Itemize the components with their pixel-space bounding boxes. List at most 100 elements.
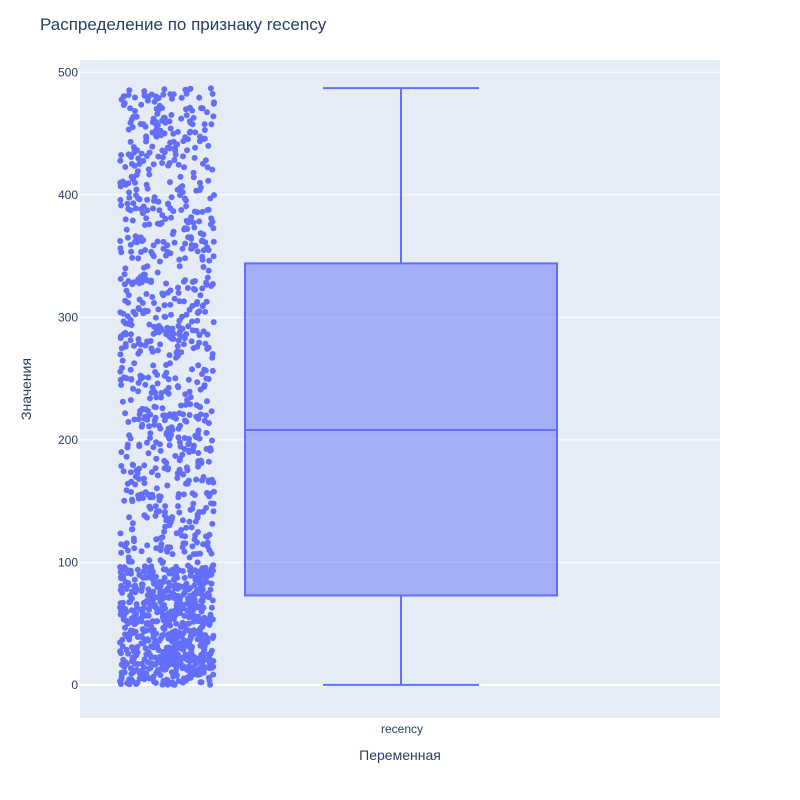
data-point <box>154 347 161 354</box>
data-point <box>204 543 211 550</box>
data-point <box>117 368 124 375</box>
data-point <box>132 94 138 101</box>
data-point <box>196 568 203 575</box>
data-point <box>126 632 133 639</box>
data-point <box>163 369 170 376</box>
data-point <box>131 108 138 114</box>
data-point <box>127 138 134 145</box>
data-point <box>208 215 215 222</box>
data-point <box>172 147 179 154</box>
data-point <box>149 294 156 300</box>
y-tick-label: 200 <box>58 433 78 447</box>
data-point <box>125 299 132 306</box>
data-point <box>150 242 157 249</box>
data-point <box>172 452 179 459</box>
data-point <box>183 106 189 113</box>
data-point <box>167 125 174 132</box>
data-point <box>124 313 131 320</box>
data-point <box>183 112 190 119</box>
data-point <box>158 394 164 401</box>
data-point <box>199 285 206 292</box>
data-point <box>118 575 125 582</box>
data-point <box>117 157 124 164</box>
data-point <box>171 595 178 601</box>
data-point <box>165 586 172 593</box>
data-point <box>159 534 166 541</box>
data-point <box>204 634 210 641</box>
data-point <box>177 469 184 476</box>
data-point <box>132 311 139 318</box>
data-point <box>131 576 138 583</box>
data-point <box>120 93 127 100</box>
data-point <box>148 345 155 352</box>
data-point <box>176 331 183 338</box>
data-point <box>142 381 149 388</box>
data-point <box>123 287 130 294</box>
data-point <box>170 228 177 235</box>
data-point <box>207 586 214 593</box>
data-point <box>182 589 188 596</box>
data-point <box>171 157 178 163</box>
data-point <box>181 195 188 202</box>
data-point <box>194 343 201 350</box>
data-point <box>197 230 204 237</box>
data-point <box>145 374 152 381</box>
data-point <box>149 143 156 150</box>
data-point <box>158 541 165 548</box>
data-point <box>150 161 157 168</box>
data-point <box>199 598 206 605</box>
data-point <box>181 435 188 441</box>
data-point <box>194 309 201 316</box>
data-point <box>118 449 125 456</box>
data-point <box>172 655 179 662</box>
data-point <box>139 210 146 217</box>
data-point <box>183 464 190 471</box>
data-point <box>180 583 186 590</box>
data-point <box>165 376 172 383</box>
data-point <box>209 437 215 444</box>
data-point <box>210 113 217 120</box>
data-point <box>173 672 180 679</box>
data-point <box>205 458 212 465</box>
data-point <box>136 441 143 448</box>
data-point <box>149 129 156 136</box>
data-point <box>165 465 172 472</box>
data-point <box>162 605 169 612</box>
data-point <box>190 618 197 625</box>
data-point <box>204 207 211 213</box>
data-point <box>162 509 168 515</box>
data-point <box>138 249 144 255</box>
data-point <box>152 679 159 686</box>
data-point <box>119 643 126 650</box>
data-point <box>152 465 159 472</box>
data-point <box>196 403 203 410</box>
data-point <box>167 139 174 146</box>
data-point <box>140 203 147 210</box>
y-axis-ticks: 0 100 200 300 400 500 <box>58 65 78 692</box>
data-point <box>187 217 194 224</box>
data-point <box>128 331 134 338</box>
data-point <box>159 660 165 667</box>
data-point <box>151 194 158 201</box>
data-point <box>141 656 148 663</box>
data-point <box>172 375 179 382</box>
data-point <box>141 462 148 469</box>
data-point <box>157 598 164 605</box>
data-point <box>180 663 187 670</box>
data-point <box>142 489 149 496</box>
data-point <box>204 490 211 497</box>
box-element[interactable] <box>244 87 558 686</box>
data-point <box>204 274 211 281</box>
data-point <box>118 202 125 209</box>
data-point <box>123 609 130 615</box>
data-point <box>126 514 133 521</box>
data-point <box>143 181 150 188</box>
data-points <box>117 85 217 688</box>
data-point <box>150 444 157 451</box>
data-point <box>187 128 194 135</box>
data-point <box>192 129 199 136</box>
data-point <box>167 301 174 308</box>
data-point <box>198 624 205 631</box>
data-point <box>201 614 208 621</box>
data-point <box>207 650 214 657</box>
